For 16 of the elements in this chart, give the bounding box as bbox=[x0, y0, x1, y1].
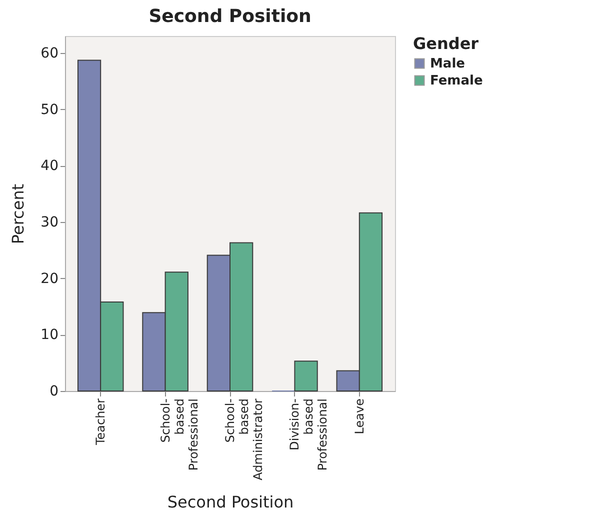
chart-title: Second Position bbox=[148, 6, 312, 27]
x-axis-title: Second Position bbox=[167, 492, 294, 512]
y-tick-label: 50 bbox=[40, 102, 58, 118]
y-axis-title: Percent bbox=[8, 184, 28, 244]
legend-label: Female bbox=[430, 74, 483, 88]
y-tick-label: 60 bbox=[40, 45, 58, 62]
y-tick-label: 40 bbox=[40, 158, 58, 174]
x-tick-label: Teacher bbox=[94, 398, 108, 446]
legend-label: Male bbox=[430, 56, 466, 72]
x-tick-label: School-based Professional bbox=[158, 398, 200, 471]
y-tick-label: 30 bbox=[40, 214, 58, 230]
y-tick-label: 20 bbox=[40, 270, 58, 287]
y-tick-label: 10 bbox=[40, 327, 58, 344]
y-tick-label: 0 bbox=[50, 384, 58, 400]
legend-title: Gender bbox=[413, 34, 479, 53]
x-tick-label: Leave bbox=[352, 398, 366, 434]
